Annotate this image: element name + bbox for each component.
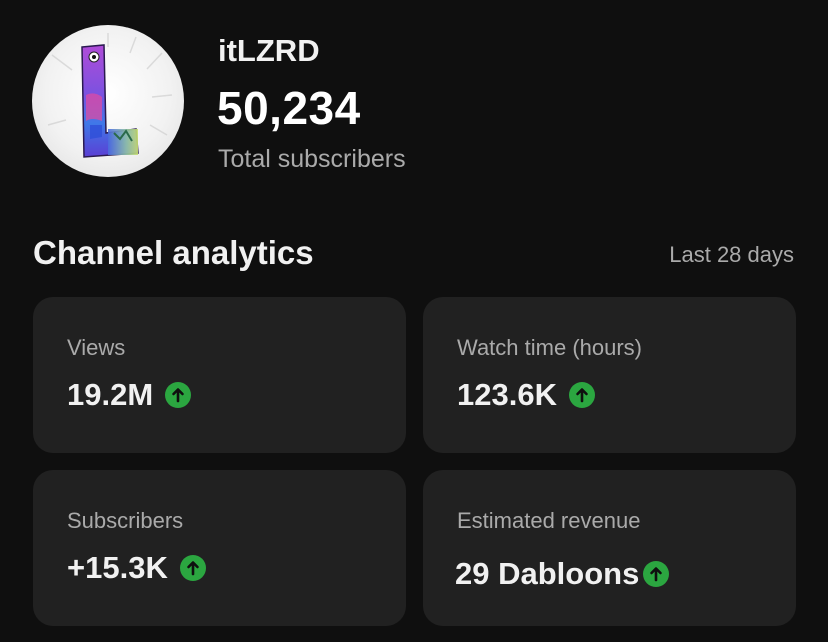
period-selector[interactable]: Last 28 days [669,242,794,267]
views-label: Views [67,335,126,360]
subscribers-value: +15.3K [67,550,168,585]
watch-time-value-row: 123.6K [457,377,595,413]
arrow-up-circle-icon [568,382,595,408]
estimated-revenue-label: Estimated revenue [457,508,641,533]
subscribers-value-row: +15.3K [67,550,206,586]
watch-time-label: Watch time (hours) [457,335,643,360]
total-subscriber-count: 50,234 [217,82,361,134]
watch-time-value: 123.6K [457,377,557,412]
arrow-up-circle-icon [643,561,670,587]
arrow-up-circle-icon [165,382,192,408]
lizard-letter-l-avatar-icon [47,33,173,158]
arrow-up-circle-icon [179,555,206,581]
estimated-revenue-value: 29 Dabloons [455,556,640,591]
channel-analytics-title: Channel analytics [33,234,314,271]
channel-header: itLZRD 50,234 Total subscribers [32,25,812,185]
estimated-revenue-value-row: 29 Dabloons [455,556,670,592]
estimated-revenue-card[interactable]: Estimated revenue 29 Dabloons [423,470,796,626]
watch-time-card[interactable]: Watch time (hours) 123.6K [423,297,796,453]
channel-avatar[interactable] [32,25,184,177]
channel-name: itLZRD [218,33,320,68]
views-value-row: 19.2M [67,377,192,413]
total-subscribers-label: Total subscribers [218,145,406,173]
subscribers-card[interactable]: Subscribers +15.3K [33,470,406,626]
views-value: 19.2M [67,377,154,412]
views-card[interactable]: Views 19.2M [33,297,406,453]
subscribers-label: Subscribers [67,508,184,533]
